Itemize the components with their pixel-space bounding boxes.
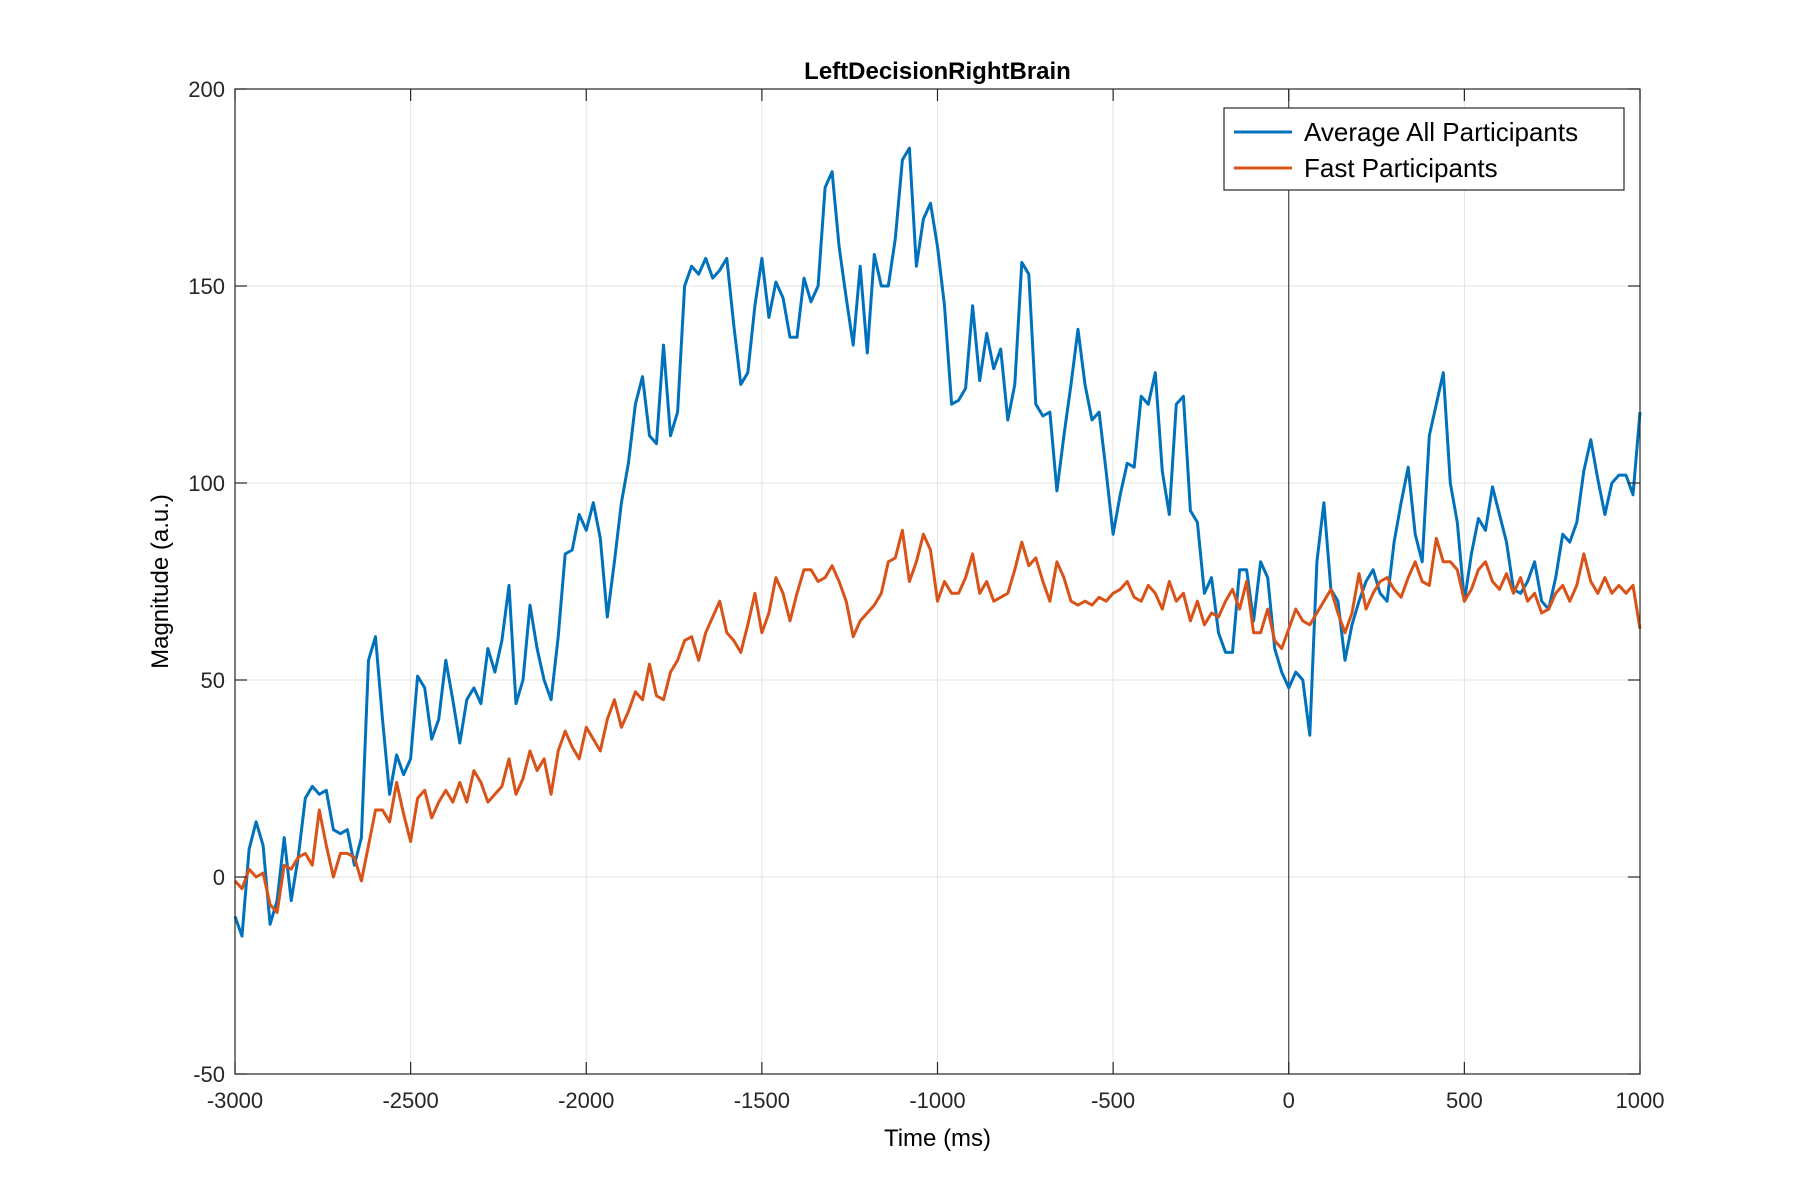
series-layer bbox=[233, 146, 1642, 938]
x-tick-label: -2500 bbox=[382, 1088, 438, 1113]
y-tick-label: 200 bbox=[188, 77, 225, 102]
y-tick-label: 100 bbox=[188, 471, 225, 496]
series-line-1 bbox=[233, 146, 1642, 938]
x-tick-label: -2000 bbox=[558, 1088, 614, 1113]
x-tick-label: -500 bbox=[1091, 1088, 1135, 1113]
axis-ticks: -3000 -2500 -2000 -1500 -1000 -500 0 500 1000-50… bbox=[188, 77, 1664, 1113]
x-tick-label: 0 bbox=[1283, 1088, 1295, 1113]
x-tick-label: -1500 bbox=[734, 1088, 790, 1113]
series-line-2 bbox=[233, 528, 1642, 914]
y-tick-label: -50 bbox=[193, 1062, 225, 1087]
y-tick-label: 0 bbox=[213, 865, 225, 890]
legend-box bbox=[1223, 107, 1625, 191]
chart-title: LeftDecisionRightBrain bbox=[804, 58, 1071, 85]
x-axis-label: Time (ms) bbox=[884, 1125, 991, 1152]
y-tick-label: 50 bbox=[201, 668, 225, 693]
x-tick-label: -1000 bbox=[909, 1088, 965, 1113]
legend-label: Fast Participants bbox=[1304, 153, 1498, 183]
legend: Average All Participants Fast Participant… bbox=[1223, 107, 1625, 191]
y-axis-label: Magnitude (a.u.) bbox=[147, 494, 174, 669]
y-tick-label: 150 bbox=[188, 274, 225, 299]
legend-label: Average All Participants bbox=[1304, 117, 1578, 147]
x-tick-label: -3000 bbox=[207, 1088, 263, 1113]
x-tick-label: 500 bbox=[1446, 1088, 1483, 1113]
x-tick-label: 1000 bbox=[1616, 1088, 1665, 1113]
